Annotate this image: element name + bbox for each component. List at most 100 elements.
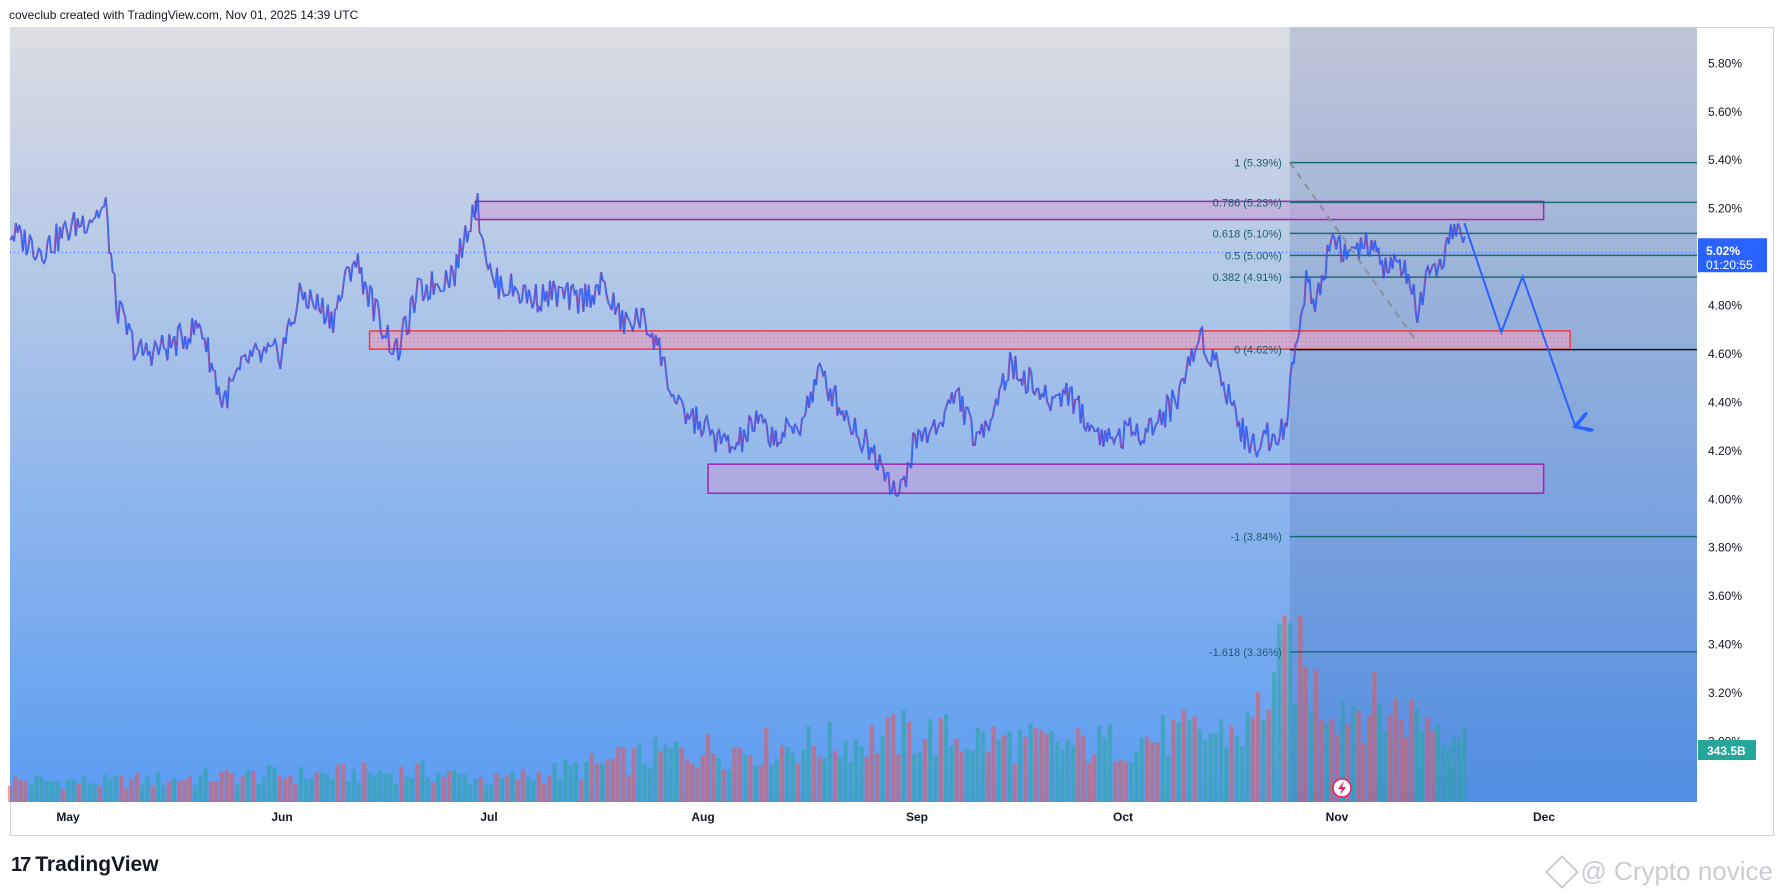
- fib-label: 0 (4.62%): [1234, 345, 1282, 357]
- projection-arrow: [1463, 222, 1575, 426]
- volume-bar: [1287, 623, 1292, 802]
- volume-bar: [113, 775, 118, 802]
- volume-bar: [959, 751, 965, 802]
- volume-bar: [1430, 731, 1435, 802]
- volume-bar: [362, 762, 367, 802]
- volume-bar: [177, 780, 182, 802]
- price-badge-value: 5.02%: [1706, 244, 1740, 258]
- volume-bar: [764, 727, 769, 802]
- volume-bar: [758, 765, 764, 802]
- volume-bar: [700, 755, 705, 802]
- volume-bar: [1229, 726, 1234, 802]
- chart-background: [10, 27, 1697, 802]
- volume-bar: [949, 746, 954, 802]
- volume-bar: [1049, 730, 1054, 802]
- volume-bar: [494, 773, 499, 802]
- volume-bar: [436, 773, 441, 802]
- volume-bar: [1039, 730, 1044, 802]
- volume-bar: [954, 738, 959, 802]
- y-tick-label: 5.60%: [1708, 105, 1742, 119]
- volume-bar: [1298, 615, 1303, 802]
- volume-bar: [1303, 666, 1308, 802]
- volume-bar: [1028, 722, 1033, 802]
- volume-bar: [637, 744, 642, 802]
- volume-bar: [1329, 718, 1335, 802]
- volume-bar: [1340, 700, 1345, 802]
- volume-bar: [1139, 737, 1144, 802]
- diamond-icon: [1545, 854, 1580, 889]
- volume-bar: [875, 753, 880, 802]
- tv-logo-text: TradingView: [35, 853, 159, 876]
- y-tick-label: 4.20%: [1708, 444, 1742, 458]
- volume-bar: [1367, 716, 1372, 802]
- volume-bar: [161, 784, 166, 802]
- volume-bar: [626, 775, 631, 802]
- volume-bar: [1266, 709, 1271, 802]
- volume-bar: [705, 734, 711, 802]
- volume-bar: [203, 768, 208, 802]
- watermark-text: @ Crypto novice: [1580, 856, 1773, 886]
- volume-bar: [795, 763, 801, 802]
- volume-bar: [1250, 717, 1255, 802]
- volume-bar: [71, 779, 76, 802]
- volume-bar: [298, 766, 303, 802]
- volume-bar: [542, 783, 547, 802]
- volume-bar: [319, 772, 325, 802]
- fib-levels: 1 (5.39%) 0.786 (5.23%) 0.618 (5.10%) 0.5 (…: [1209, 158, 1697, 659]
- volume-bar: [150, 785, 155, 802]
- volume-bar: [277, 775, 282, 802]
- volume-bar: [140, 784, 145, 802]
- volume-bar: [864, 756, 869, 802]
- volume-bar: [1076, 728, 1081, 802]
- volume-bar: [801, 750, 806, 802]
- volume-bar: [1361, 742, 1366, 802]
- volume-bar: [1218, 718, 1224, 802]
- volume-bar: [367, 772, 372, 802]
- volume-bar: [124, 788, 129, 802]
- volume-bar: [531, 779, 536, 802]
- volume-bar: [975, 727, 980, 802]
- volume-bar: [769, 765, 774, 802]
- volume-bar: [1409, 699, 1414, 802]
- volume-bar: [536, 772, 541, 802]
- watermark: @ Crypto novice: [1545, 854, 1773, 889]
- volume-bar: [991, 726, 996, 802]
- volume-bar: [711, 753, 716, 802]
- volume-bar: [843, 740, 848, 802]
- volume-bar: [1123, 761, 1128, 802]
- volume-bar: [1314, 670, 1319, 802]
- volume-bar: [129, 778, 134, 802]
- volume-bar: [330, 778, 335, 802]
- volume-bar: [980, 731, 986, 802]
- volume-bar: [938, 718, 943, 802]
- volume-bar: [1462, 727, 1467, 802]
- volume-bar: [187, 776, 192, 802]
- volume-bar: [473, 778, 478, 802]
- volume-bar: [965, 748, 970, 802]
- volume-bar: [214, 781, 219, 802]
- volume-bar: [415, 763, 420, 802]
- volume-bar: [314, 772, 319, 802]
- volume-bar: [906, 721, 912, 802]
- volume-bar: [44, 781, 50, 802]
- volume-bar: [1012, 764, 1017, 802]
- volume-bar: [499, 777, 504, 802]
- volume-bar: [1118, 759, 1123, 802]
- lightning-icon: [1338, 781, 1346, 795]
- volume-bar: [55, 780, 60, 802]
- tradingview-logo[interactable]: 17 TradingView: [11, 853, 159, 877]
- volume-bar: [309, 778, 314, 802]
- volume-bar: [1255, 691, 1261, 802]
- volume-bar: [1023, 736, 1028, 802]
- volume-bar: [1187, 719, 1192, 802]
- volume-bar: [933, 755, 938, 802]
- volume-bar: [880, 735, 885, 802]
- volume-bar: [1419, 732, 1425, 802]
- volume-bar: [1002, 735, 1007, 802]
- x-tick-label: Oct: [1113, 810, 1133, 824]
- volume-bar: [60, 789, 65, 802]
- volume-bar: [76, 783, 81, 802]
- volume-bar: [653, 737, 658, 802]
- y-tick-label: 4.80%: [1708, 299, 1742, 313]
